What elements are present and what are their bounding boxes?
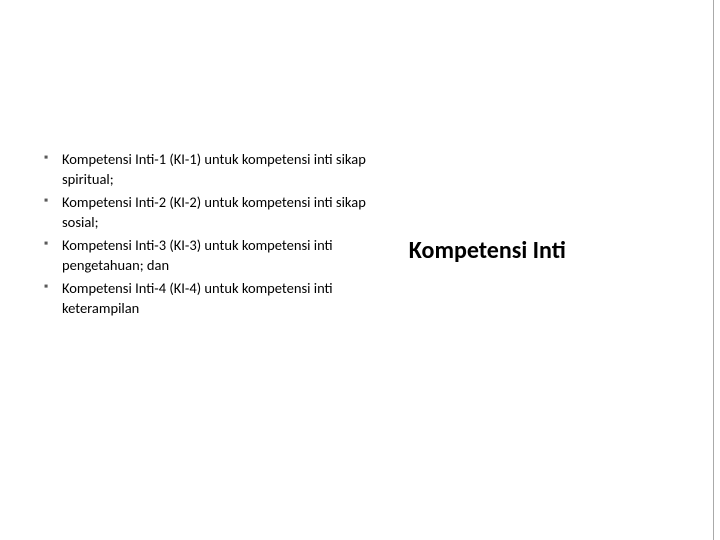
slide-edge-line — [713, 0, 714, 540]
bullet-list: Kompetensi Inti-1 (KI-1) untuk kompetens… — [44, 150, 379, 319]
list-item: Kompetensi Inti-2 (KI-2) untuk kompetens… — [44, 193, 379, 232]
list-item: Kompetensi Inti-3 (KI-3) untuk kompetens… — [44, 236, 379, 275]
left-column: Kompetensi Inti-1 (KI-1) untuk kompetens… — [0, 0, 389, 540]
list-item: Kompetensi Inti-1 (KI-1) untuk kompetens… — [44, 150, 379, 189]
slide-container: Kompetensi Inti-1 (KI-1) untuk kompetens… — [0, 0, 720, 540]
page-title: Kompetensi Inti — [409, 236, 566, 265]
list-item: Kompetensi Inti-4 (KI-4) untuk kompetens… — [44, 279, 379, 318]
right-column: Kompetensi Inti — [389, 0, 720, 540]
